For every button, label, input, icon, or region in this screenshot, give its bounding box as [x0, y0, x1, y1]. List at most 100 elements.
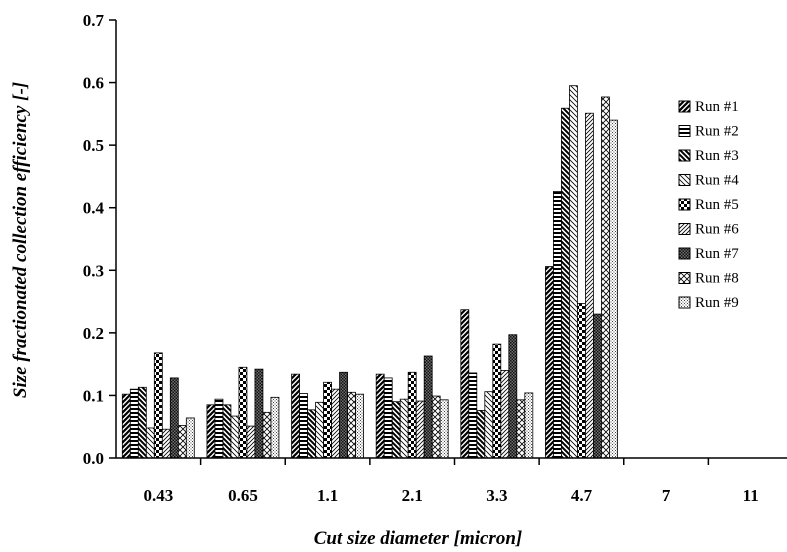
legend: Run #1 Run #2 Run #3 Run #4 Run #5 Run #6 Run …	[678, 99, 739, 311]
bar-run-7-1.1	[339, 371, 348, 459]
bar-run-4-2.1	[399, 398, 409, 459]
x-tick-label: 2.1	[402, 486, 423, 505]
bar-run-4-0.65	[230, 415, 240, 459]
bar-run-8-1.1	[347, 391, 356, 459]
legend-label: Run #7	[695, 246, 739, 262]
legend-swatch	[678, 223, 691, 235]
bar-run-8-0.43	[177, 425, 187, 459]
y-tick-label: 0.5	[83, 136, 104, 155]
legend-label: Run #3	[695, 148, 739, 164]
bar-run-7-0.43	[169, 377, 179, 459]
y-tick-label: 0.4	[83, 199, 105, 218]
bar-run-7-4.7	[593, 313, 602, 459]
bar-run-3-2.1	[391, 401, 401, 459]
bar-run-1-0.43	[121, 393, 131, 459]
y-tick-label: 0.7	[83, 11, 105, 30]
legend-item-run-2: Run #2	[678, 124, 739, 140]
legend-label: Run #6	[695, 222, 739, 238]
bar-run-9-4.7	[609, 119, 618, 459]
bar-run-8-2.1	[431, 395, 441, 459]
bar-run-5-0.43	[153, 352, 163, 459]
legend-item-run-3: Run #3	[678, 148, 739, 164]
legend-swatch	[678, 296, 691, 309]
legend-swatch	[678, 174, 691, 186]
bar-run-7-2.1	[423, 355, 433, 459]
legend-label: Run #4	[695, 173, 739, 189]
bar-run-2-1.1	[299, 393, 308, 459]
legend-item-run-4: Run #4	[678, 173, 739, 189]
y-tick-label: 0.3	[83, 261, 104, 280]
bar-run-6-2.1	[415, 400, 425, 459]
bar-run-6-1.1	[331, 388, 340, 459]
bar-run-6-0.65	[246, 425, 256, 459]
legend-item-run-6: Run #6	[678, 222, 739, 238]
bar-run-4-3.3	[484, 391, 494, 459]
bar-run-5-0.65	[238, 366, 248, 459]
bar-run-1-1.1	[291, 373, 300, 459]
bar-run-5-3.3	[492, 343, 502, 459]
legend-swatch	[678, 247, 691, 260]
bar-run-9-2.1	[439, 399, 449, 459]
bar-run-1-0.65	[206, 404, 216, 459]
bar-run-4-0.43	[145, 427, 155, 459]
bar-run-2-3.3	[468, 372, 478, 459]
bar-run-9-0.43	[185, 417, 195, 459]
bars-layer	[121, 85, 618, 459]
bar-run-4-4.7	[569, 85, 578, 459]
legend-swatch	[678, 125, 691, 137]
bar-run-3-0.65	[222, 404, 232, 459]
bar-run-2-0.65	[214, 398, 224, 459]
bar-run-2-0.43	[129, 388, 139, 459]
y-tick-label: 0.0	[83, 449, 104, 468]
bar-run-9-3.3	[524, 392, 534, 459]
bar-run-3-0.43	[137, 386, 147, 459]
y-tick-label: 0.1	[83, 386, 104, 405]
y-tick-label: 0.2	[83, 324, 104, 343]
legend-label: Run #1	[695, 99, 739, 115]
bar-run-5-2.1	[407, 371, 417, 459]
x-tick-label: 7	[662, 486, 671, 505]
bar-run-6-4.7	[585, 112, 594, 459]
x-tick-label: 0.65	[228, 486, 258, 505]
bar-run-2-4.7	[553, 191, 562, 459]
x-axis-title: Cut size diameter [micron]	[314, 528, 522, 549]
bar-run-9-1.1	[355, 393, 364, 459]
axes-layer: 0.0 0.1 0.2 0.3 0.4 0.5 0.6 0.7 0.43 0.65 1.1 2.1 3.…	[83, 11, 787, 505]
bar-run-6-0.43	[161, 428, 171, 459]
x-tick-label: 1.1	[317, 486, 338, 505]
legend-label: Run #8	[695, 271, 739, 287]
legend-label: Run #9	[695, 295, 739, 311]
bar-run-3-3.3	[476, 410, 486, 459]
bar-run-3-1.1	[307, 409, 316, 459]
bar-run-8-3.3	[516, 399, 526, 459]
legend-label: Run #5	[695, 197, 739, 213]
x-tick-label: 0.43	[143, 486, 173, 505]
legend-item-run-1: Run #1	[678, 99, 739, 115]
x-tick-label: 3.3	[486, 486, 507, 505]
legend-label: Run #2	[695, 124, 739, 140]
legend-swatch	[678, 272, 691, 284]
bar-run-1-2.1	[375, 373, 385, 459]
legend-swatch	[678, 100, 691, 113]
bar-run-5-4.7	[577, 303, 586, 459]
bar-run-8-0.65	[262, 411, 272, 459]
y-tick-label: 0.6	[83, 74, 104, 93]
y-axis-title: Size fractionated collection efficiency …	[10, 82, 31, 398]
bar-run-1-3.3	[460, 309, 470, 459]
bar-run-9-0.65	[270, 396, 280, 459]
legend-item-run-8: Run #8	[678, 271, 739, 287]
legend-item-run-9: Run #9	[678, 295, 739, 311]
x-tick-label: 11	[743, 486, 759, 505]
legend-item-run-7: Run #7	[678, 246, 739, 262]
bar-run-7-3.3	[508, 334, 518, 459]
bar-run-7-0.65	[254, 368, 264, 459]
bar-run-3-4.7	[561, 107, 570, 459]
bar-run-6-3.3	[500, 369, 510, 459]
legend-swatch	[678, 198, 691, 211]
legend-swatch	[678, 149, 691, 162]
legend-item-run-5: Run #5	[678, 197, 739, 213]
bar-run-4-1.1	[315, 401, 324, 459]
bar-run-8-4.7	[601, 96, 610, 459]
bar-run-1-4.7	[545, 266, 554, 459]
